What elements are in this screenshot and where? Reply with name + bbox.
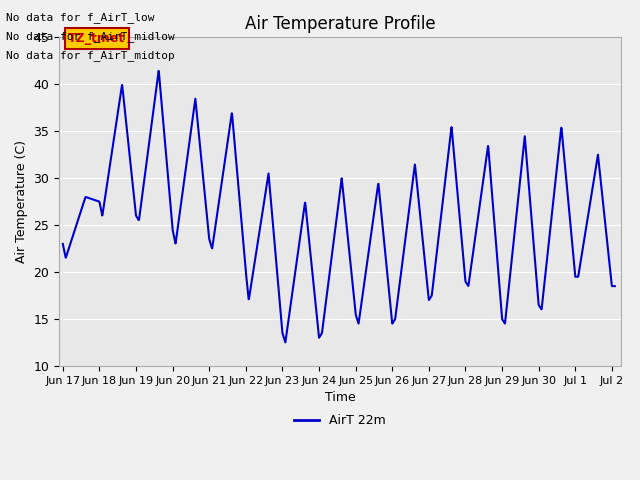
Text: No data for f_AirT_low: No data for f_AirT_low (6, 12, 155, 23)
Text: No data for f_AirT_midlow: No data for f_AirT_midlow (6, 31, 175, 42)
Text: TZ_tmet: TZ_tmet (68, 32, 125, 45)
Text: No data for f_AirT_midtop: No data for f_AirT_midtop (6, 50, 175, 61)
Legend: AirT 22m: AirT 22m (289, 409, 391, 432)
X-axis label: Time: Time (324, 391, 355, 404)
Title: Air Temperature Profile: Air Temperature Profile (244, 15, 435, 33)
Y-axis label: Air Temperature (C): Air Temperature (C) (15, 140, 28, 263)
